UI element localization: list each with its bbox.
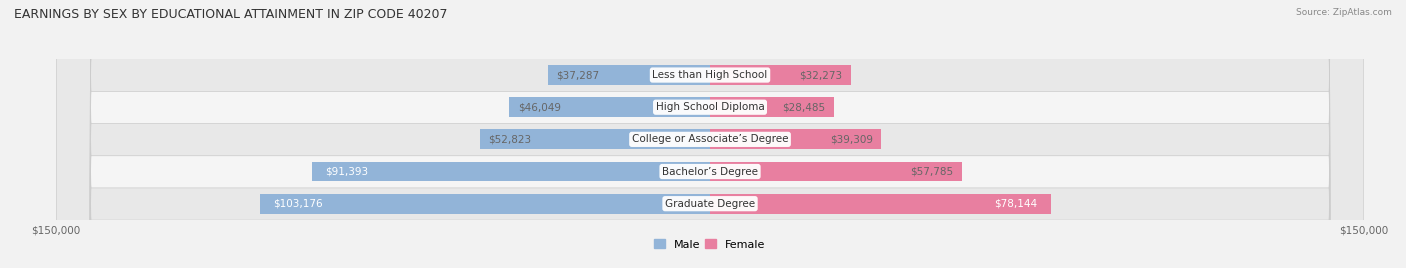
Text: Source: ZipAtlas.com: Source: ZipAtlas.com bbox=[1296, 8, 1392, 17]
Text: $91,393: $91,393 bbox=[325, 166, 368, 177]
FancyBboxPatch shape bbox=[56, 0, 1364, 268]
Legend: Male, Female: Male, Female bbox=[654, 240, 766, 250]
Bar bbox=[710, 194, 1050, 214]
Text: High School Diploma: High School Diploma bbox=[655, 102, 765, 112]
FancyBboxPatch shape bbox=[56, 0, 1364, 268]
FancyBboxPatch shape bbox=[56, 0, 1364, 268]
Text: $57,785: $57,785 bbox=[910, 166, 953, 177]
Bar bbox=[479, 129, 710, 149]
Text: Graduate Degree: Graduate Degree bbox=[665, 199, 755, 209]
Text: $28,485: $28,485 bbox=[782, 102, 825, 112]
Text: $32,273: $32,273 bbox=[799, 70, 842, 80]
Bar bbox=[710, 97, 834, 117]
Text: Bachelor’s Degree: Bachelor’s Degree bbox=[662, 166, 758, 177]
Bar bbox=[312, 162, 710, 181]
FancyBboxPatch shape bbox=[56, 0, 1364, 268]
Text: EARNINGS BY SEX BY EDUCATIONAL ATTAINMENT IN ZIP CODE 40207: EARNINGS BY SEX BY EDUCATIONAL ATTAINMEN… bbox=[14, 8, 447, 21]
Bar bbox=[509, 97, 710, 117]
FancyBboxPatch shape bbox=[56, 0, 1364, 268]
Text: $103,176: $103,176 bbox=[273, 199, 323, 209]
Bar bbox=[547, 65, 710, 85]
Bar bbox=[710, 65, 851, 85]
Text: Less than High School: Less than High School bbox=[652, 70, 768, 80]
Text: $37,287: $37,287 bbox=[557, 70, 599, 80]
Text: $52,823: $52,823 bbox=[488, 134, 531, 144]
Text: $78,144: $78,144 bbox=[994, 199, 1038, 209]
Text: $39,309: $39,309 bbox=[830, 134, 873, 144]
Bar bbox=[710, 162, 962, 181]
Bar bbox=[710, 129, 882, 149]
Bar bbox=[260, 194, 710, 214]
Text: College or Associate’s Degree: College or Associate’s Degree bbox=[631, 134, 789, 144]
Text: $46,049: $46,049 bbox=[517, 102, 561, 112]
